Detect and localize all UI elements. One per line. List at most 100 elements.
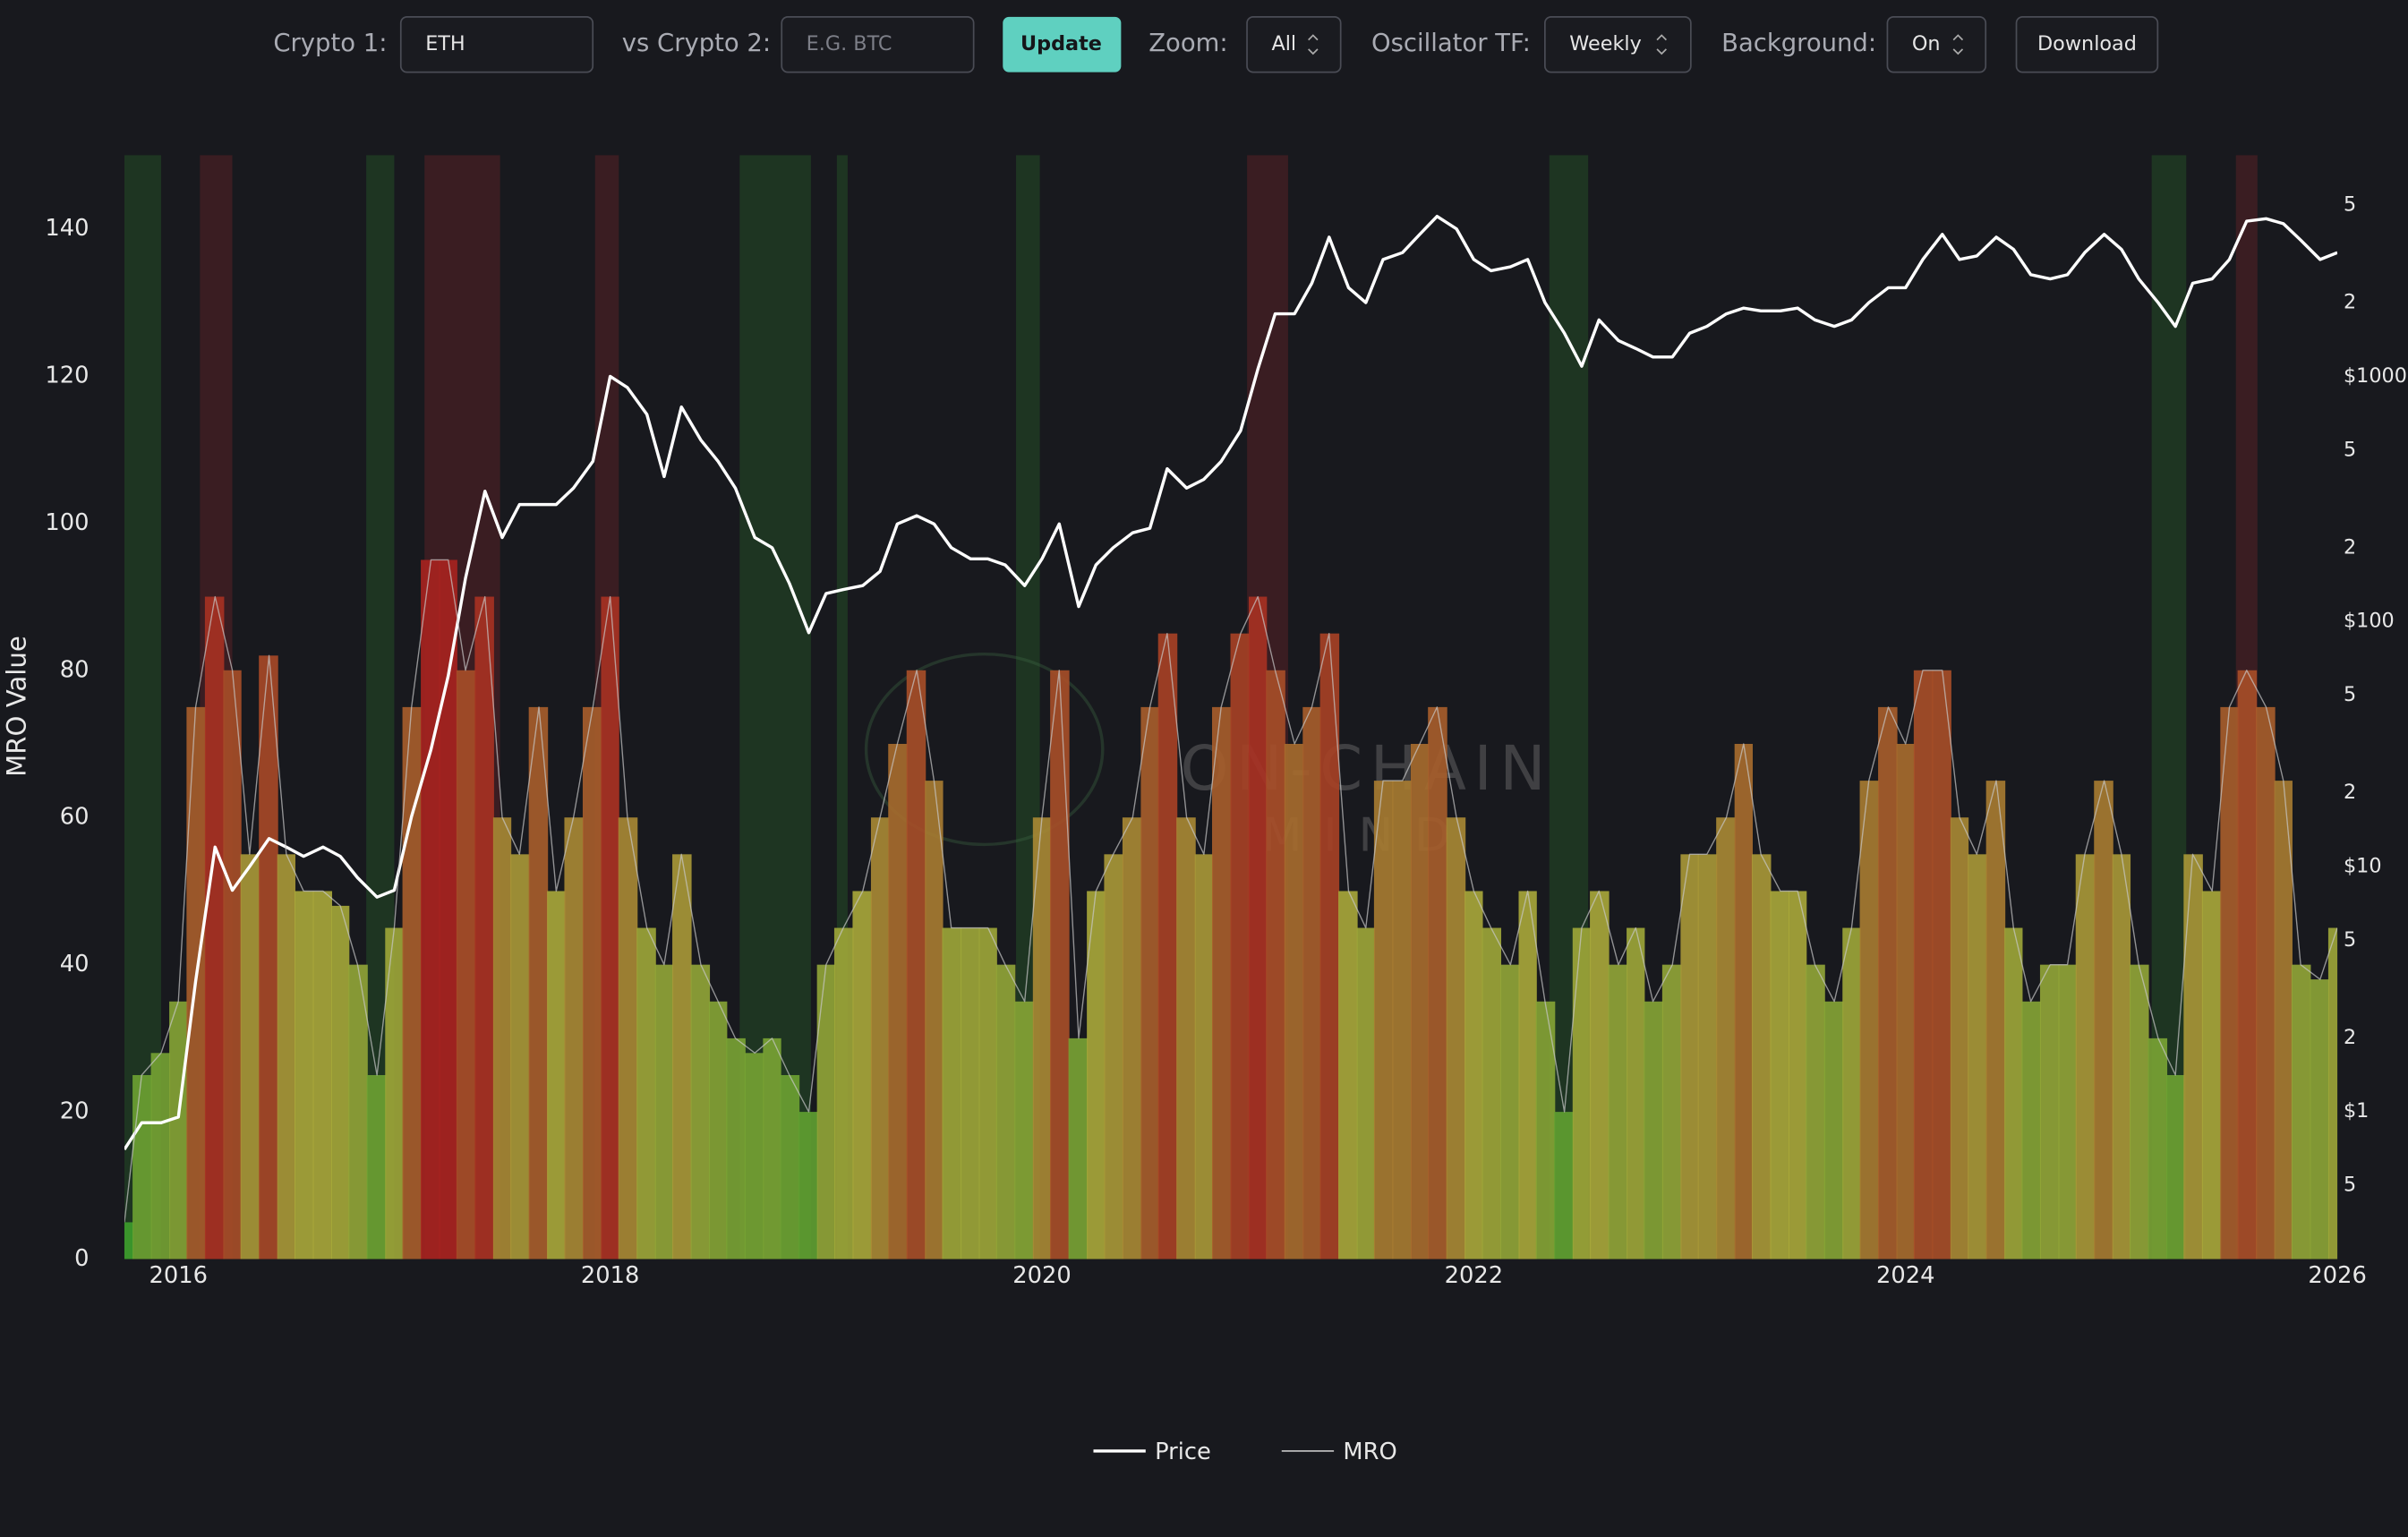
mro-bar	[204, 596, 225, 1259]
mro-bar	[259, 655, 278, 1259]
mro-bar	[1968, 854, 1987, 1259]
mro-bar	[1446, 817, 1466, 1259]
y-tick-label: 120	[45, 362, 89, 389]
mro-bar	[439, 559, 457, 1259]
y-tick-label: 20	[60, 1098, 90, 1125]
mro-bar	[385, 927, 404, 1259]
y2-tick-label: 2	[2344, 535, 2356, 559]
mro-bar	[1356, 927, 1375, 1259]
mro-bar	[1266, 670, 1285, 1259]
select-arrows	[1308, 34, 1319, 56]
y-tick-label: 80	[60, 656, 90, 683]
legend: Price MRO	[1093, 1439, 1397, 1465]
mro-bar	[2256, 706, 2276, 1259]
crypto2-placeholder[interactable]: E.G. BTC	[807, 32, 892, 56]
mro-bar	[709, 1001, 728, 1259]
mro-bar	[1751, 854, 1772, 1259]
mro-bar	[1950, 817, 1969, 1259]
download-text[interactable]: Download	[2037, 32, 2137, 56]
mro-bar	[618, 817, 638, 1259]
legend-label: Price	[1155, 1439, 1211, 1465]
mro-bar	[1716, 817, 1736, 1259]
mro-bar	[942, 927, 962, 1259]
mro-bar	[1410, 743, 1430, 1259]
x-tick-label: 2020	[1012, 1262, 1071, 1289]
lines	[124, 214, 2338, 1223]
update-text[interactable]: Update	[1020, 32, 1102, 56]
mro-bar	[528, 706, 549, 1259]
mro-bar	[852, 891, 872, 1259]
mro-bar	[223, 670, 242, 1259]
mro-bar	[1032, 817, 1052, 1259]
crypto2-input[interactable]	[781, 16, 975, 73]
mro-bar	[798, 1112, 818, 1259]
mro-bar	[1319, 633, 1340, 1259]
mro-bar	[1087, 891, 1106, 1259]
mro-bar	[402, 706, 423, 1259]
x-tick-label: 2022	[1445, 1262, 1503, 1289]
mro-bar	[1482, 927, 1502, 1259]
mro-line	[124, 559, 2338, 1223]
mro-bar	[1230, 633, 1251, 1259]
background-select[interactable]	[1886, 16, 1987, 73]
mro-bar	[510, 854, 530, 1259]
oscillator-label: Oscillator TF:	[1371, 30, 1531, 57]
mro-bar	[726, 1037, 746, 1259]
y2-tick-label: $1	[2344, 1099, 2369, 1123]
y2-tick-label: 5	[2344, 1174, 2356, 1197]
mro-bar	[1554, 1112, 1574, 1259]
mro-bar	[1499, 964, 1520, 1259]
mro-bar	[1788, 891, 1807, 1259]
y-tick-label: 140	[45, 215, 89, 242]
mro-bar	[1697, 854, 1718, 1259]
mro-bar	[978, 927, 997, 1259]
zoom-label: Zoom:	[1148, 30, 1227, 57]
mro-bar	[1627, 927, 1645, 1259]
y-tick-label: 0	[74, 1245, 89, 1272]
crypto1-value[interactable]: ETH	[425, 32, 465, 56]
zoom-value[interactable]: All	[1271, 32, 1296, 56]
y2-tick-label: 2	[2344, 1026, 2356, 1049]
crypto1-label: Crypto 1:	[273, 30, 387, 57]
oscillator-select[interactable]	[1543, 16, 1692, 73]
y2-tick-label: $1000	[2344, 364, 2407, 388]
watermark-logo	[864, 652, 1105, 847]
mro-bar	[1518, 891, 1537, 1259]
update-button[interactable]	[1003, 16, 1122, 73]
mro-bar	[2166, 1074, 2185, 1259]
mro-bar	[2075, 854, 2096, 1259]
mro-bar	[492, 817, 512, 1259]
mro-bar	[1122, 817, 1142, 1259]
y2-tick-label: 5	[2344, 438, 2356, 461]
download-button[interactable]	[2015, 16, 2159, 73]
mro-bar	[169, 1001, 188, 1259]
mro-area	[124, 559, 2338, 1259]
mro-bar	[1572, 927, 1592, 1259]
mro-bar	[888, 743, 908, 1259]
mro-bar	[1913, 670, 1934, 1259]
background-value[interactable]: On	[1912, 32, 1941, 56]
mro-bar	[582, 706, 602, 1259]
mro-bar	[654, 964, 674, 1259]
mro-bar	[1302, 706, 1321, 1259]
zoom-select[interactable]	[1246, 16, 1342, 73]
y2-tick-label: 5	[2344, 928, 2356, 952]
mro-bar	[672, 854, 692, 1259]
mro-bar	[456, 670, 476, 1259]
mro-bar	[1212, 706, 1232, 1259]
y2-tick-label: $10	[2344, 854, 2382, 877]
mro-bar	[1392, 781, 1412, 1259]
oscillator-value[interactable]: Weekly	[1569, 32, 1641, 56]
mro-bar	[1661, 964, 1682, 1259]
mro-bar	[961, 927, 980, 1259]
mro-bar	[1157, 633, 1178, 1259]
mro-bar	[816, 964, 835, 1259]
crypto1-input[interactable]	[399, 16, 594, 73]
mro-bar	[421, 559, 440, 1259]
mro-bar	[150, 1053, 171, 1259]
mro-bar	[870, 817, 890, 1259]
mro-bar	[240, 854, 260, 1259]
mro-bar	[1535, 1001, 1556, 1259]
